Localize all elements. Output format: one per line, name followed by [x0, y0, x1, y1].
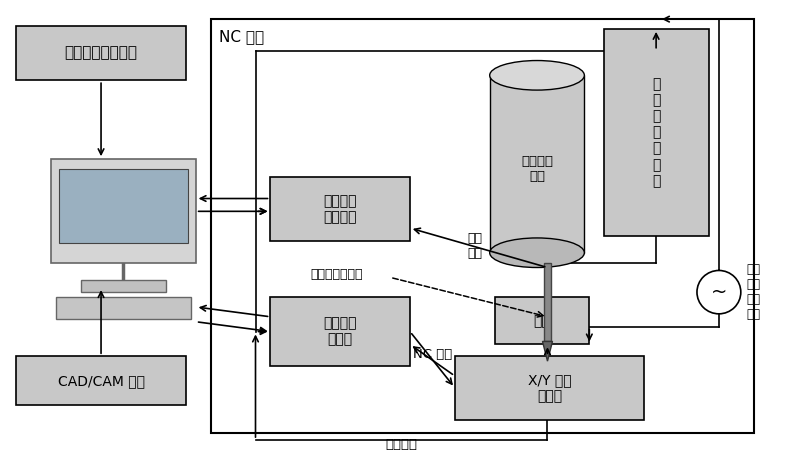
- Text: 纳米
放电
加工
电源: 纳米 放电 加工 电源: [746, 263, 761, 321]
- Text: 多轴运动
控制器: 多轴运动 控制器: [323, 317, 357, 347]
- Text: 纳米线、纳米管: 纳米线、纳米管: [310, 268, 363, 281]
- Text: 放电
电压: 放电 电压: [468, 232, 482, 260]
- Text: 电极夹持
装置: 电极夹持 装置: [521, 155, 553, 183]
- Text: X/Y 精密
位移台: X/Y 精密 位移台: [528, 373, 571, 403]
- Bar: [51, 159, 196, 263]
- Bar: [270, 297, 410, 366]
- Ellipse shape: [490, 61, 584, 90]
- Polygon shape: [542, 341, 553, 361]
- Bar: [81, 280, 166, 292]
- Text: NC 代码: NC 代码: [218, 30, 264, 45]
- Circle shape: [697, 270, 741, 314]
- Text: NC 代码: NC 代码: [414, 348, 453, 361]
- Text: ~: ~: [710, 283, 727, 302]
- Bar: [604, 29, 709, 236]
- Text: 工件: 工件: [534, 314, 550, 328]
- Ellipse shape: [490, 238, 584, 268]
- Text: 探针: 探针: [558, 243, 574, 256]
- Text: CAD/CAM 编程: CAD/CAM 编程: [58, 374, 145, 388]
- Bar: [494, 297, 590, 344]
- Text: 位置信号: 位置信号: [385, 438, 417, 451]
- Bar: [210, 19, 754, 433]
- Text: 放电间隙控制算法: 放电间隙控制算法: [65, 46, 138, 61]
- Bar: [490, 76, 584, 253]
- Bar: [56, 297, 190, 319]
- Text: 间隙电压
检测装置: 间隙电压 检测装置: [323, 194, 357, 224]
- Text: 电
极
进
给
位
移
台: 电 极 进 给 位 移 台: [653, 77, 661, 188]
- Bar: [543, 263, 551, 341]
- Bar: [455, 356, 644, 420]
- Bar: [16, 356, 186, 405]
- Bar: [270, 177, 410, 241]
- Bar: [59, 169, 188, 243]
- Bar: [16, 26, 186, 80]
